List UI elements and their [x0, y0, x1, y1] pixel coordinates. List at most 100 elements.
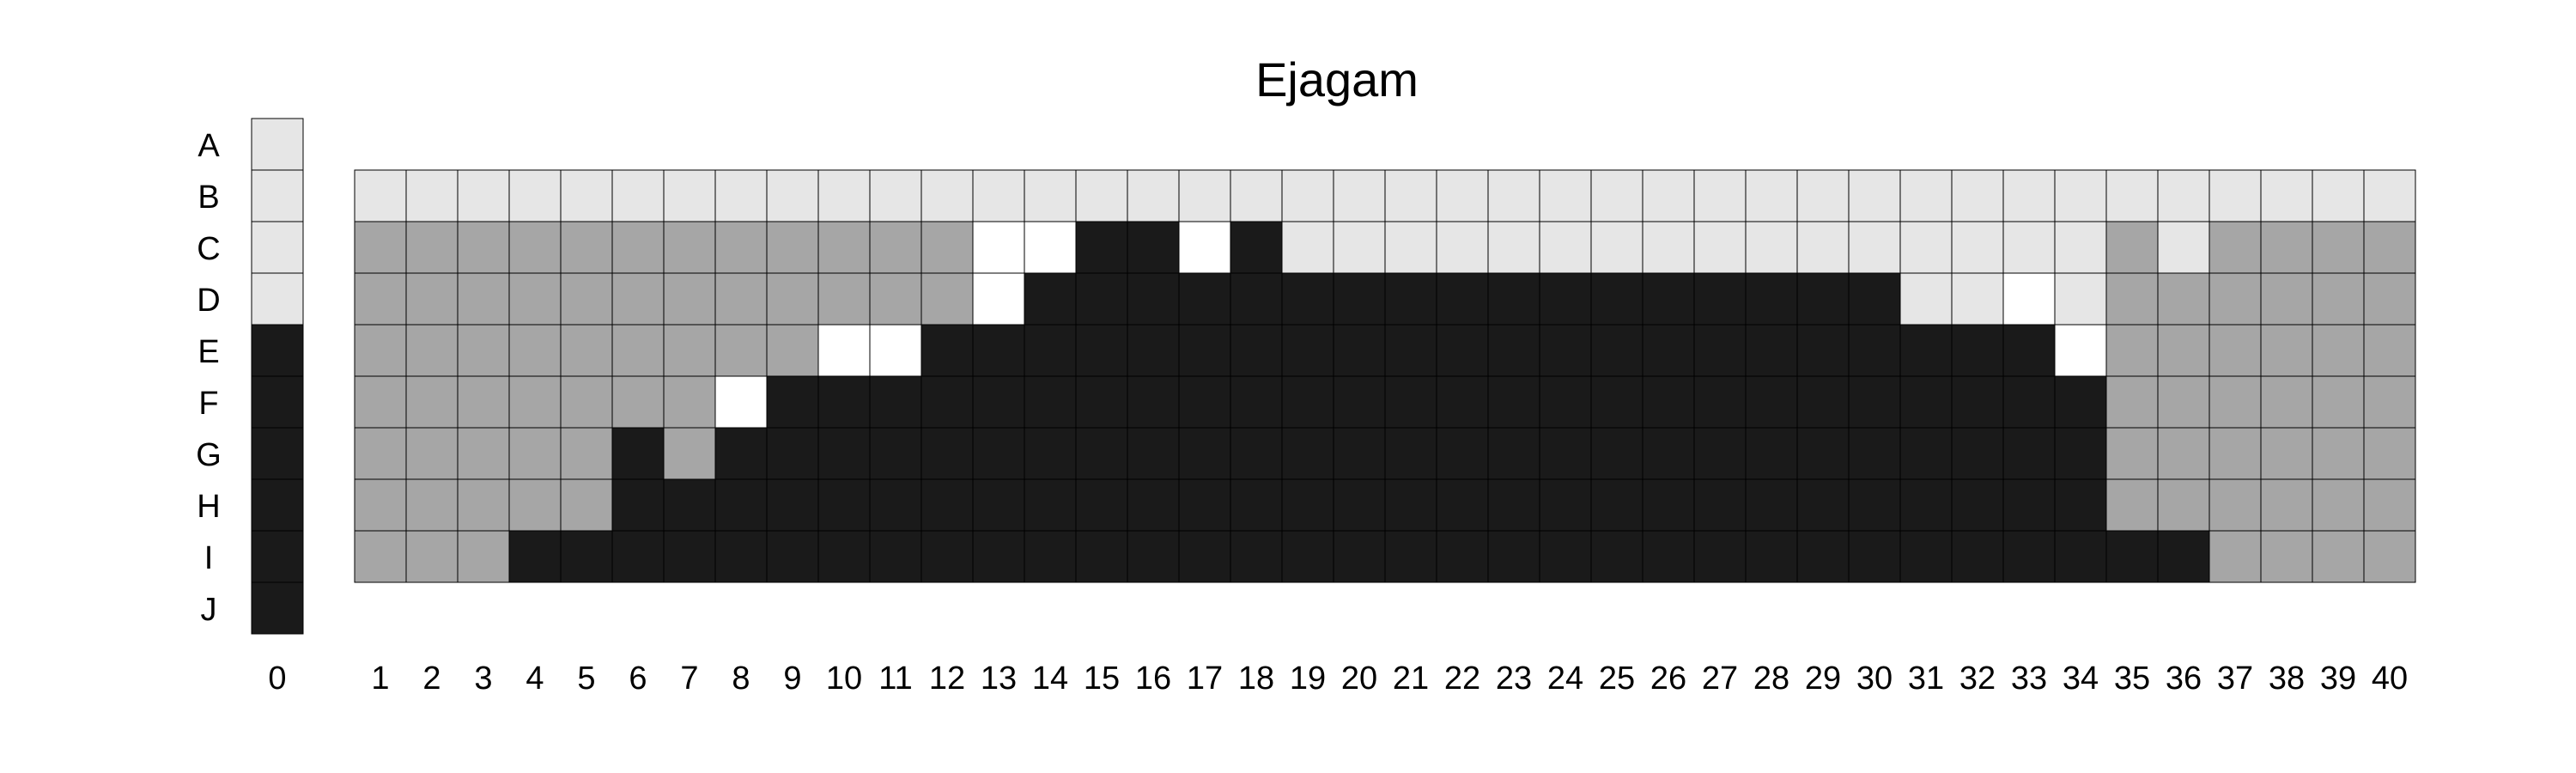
cell-c-32	[1951, 221, 2004, 274]
col-label-15: 15	[1084, 660, 1120, 697]
ref-cell-i	[251, 530, 304, 583]
cell-d-20	[1333, 272, 1386, 326]
cell-h-15	[1075, 478, 1128, 532]
cell-g-6	[611, 427, 665, 480]
cell-e-29	[1796, 324, 1850, 377]
cell-d-19	[1281, 272, 1334, 326]
cell-e-21	[1384, 324, 1437, 377]
cell-e-26	[1642, 324, 1695, 377]
col-label-20: 20	[1341, 660, 1377, 697]
cell-d-18	[1230, 272, 1283, 326]
cell-d-27	[1693, 272, 1747, 326]
cell-c-14	[1024, 221, 1077, 274]
col-label-16: 16	[1135, 660, 1171, 697]
cell-b-19	[1281, 169, 1334, 222]
col-label-14: 14	[1032, 660, 1068, 697]
cell-e-34	[2054, 324, 2107, 377]
cell-d-23	[1487, 272, 1540, 326]
cell-c-12	[920, 221, 974, 274]
cell-b-15	[1075, 169, 1128, 222]
col-label-32: 32	[1959, 660, 1996, 697]
cell-h-31	[1899, 478, 1953, 532]
ref-cell-e	[251, 324, 304, 377]
cell-i-1	[354, 530, 407, 583]
cell-i-16	[1127, 530, 1180, 583]
cell-b-33	[2002, 169, 2056, 222]
row-label-c: C	[197, 231, 220, 267]
cell-f-28	[1745, 375, 1798, 429]
cell-i-29	[1796, 530, 1850, 583]
col-label-18: 18	[1238, 660, 1274, 697]
cell-e-28	[1745, 324, 1798, 377]
cell-c-37	[2208, 221, 2262, 274]
cell-e-35	[2105, 324, 2159, 377]
cell-h-13	[972, 478, 1025, 532]
cell-c-39	[2312, 221, 2365, 274]
cell-h-11	[869, 478, 922, 532]
cell-b-39	[2312, 169, 2365, 222]
col-label-10: 10	[826, 660, 862, 697]
grid-cells	[354, 169, 2416, 583]
cell-e-37	[2208, 324, 2262, 377]
cell-d-36	[2157, 272, 2210, 326]
cell-h-30	[1848, 478, 1901, 532]
cell-e-4	[508, 324, 562, 377]
cell-d-40	[2363, 272, 2416, 326]
cell-b-34	[2054, 169, 2107, 222]
cell-d-35	[2105, 272, 2159, 326]
cell-c-20	[1333, 221, 1386, 274]
cell-b-21	[1384, 169, 1437, 222]
row-label-j: J	[201, 592, 217, 628]
cell-i-40	[2363, 530, 2416, 583]
col-label-36: 36	[2166, 660, 2202, 697]
cell-h-40	[2363, 478, 2416, 532]
cell-b-7	[663, 169, 716, 222]
cell-c-10	[817, 221, 871, 274]
ref-cell-j	[251, 581, 304, 635]
cell-e-38	[2260, 324, 2313, 377]
cell-i-4	[508, 530, 562, 583]
cell-b-2	[405, 169, 459, 222]
cell-b-23	[1487, 169, 1540, 222]
cell-e-8	[714, 324, 768, 377]
cell-f-34	[2054, 375, 2107, 429]
row-label-f: F	[198, 386, 218, 422]
cell-b-1	[354, 169, 407, 222]
cell-f-9	[766, 375, 819, 429]
cell-g-28	[1745, 427, 1798, 480]
cell-d-39	[2312, 272, 2365, 326]
cell-i-28	[1745, 530, 1798, 583]
cell-b-5	[560, 169, 613, 222]
cell-i-14	[1024, 530, 1077, 583]
cell-f-35	[2105, 375, 2159, 429]
cell-f-4	[508, 375, 562, 429]
col-label-38: 38	[2269, 660, 2305, 697]
cell-b-29	[1796, 169, 1850, 222]
cell-c-35	[2105, 221, 2159, 274]
ref-cell-g	[251, 427, 304, 480]
cell-i-13	[972, 530, 1025, 583]
cell-f-14	[1024, 375, 1077, 429]
cell-g-11	[869, 427, 922, 480]
cell-b-22	[1436, 169, 1489, 222]
cell-c-4	[508, 221, 562, 274]
cell-e-31	[1899, 324, 1953, 377]
cell-e-7	[663, 324, 716, 377]
cell-c-5	[560, 221, 613, 274]
cell-d-24	[1539, 272, 1592, 326]
cell-b-31	[1899, 169, 1953, 222]
cell-h-22	[1436, 478, 1489, 532]
cell-b-17	[1178, 169, 1231, 222]
col-label-23: 23	[1496, 660, 1532, 697]
cell-b-20	[1333, 169, 1386, 222]
cell-g-30	[1848, 427, 1901, 480]
cell-f-11	[869, 375, 922, 429]
cell-h-37	[2208, 478, 2262, 532]
cell-f-10	[817, 375, 871, 429]
cell-f-20	[1333, 375, 1386, 429]
cell-d-5	[560, 272, 613, 326]
cell-c-17	[1178, 221, 1231, 274]
cell-c-11	[869, 221, 922, 274]
